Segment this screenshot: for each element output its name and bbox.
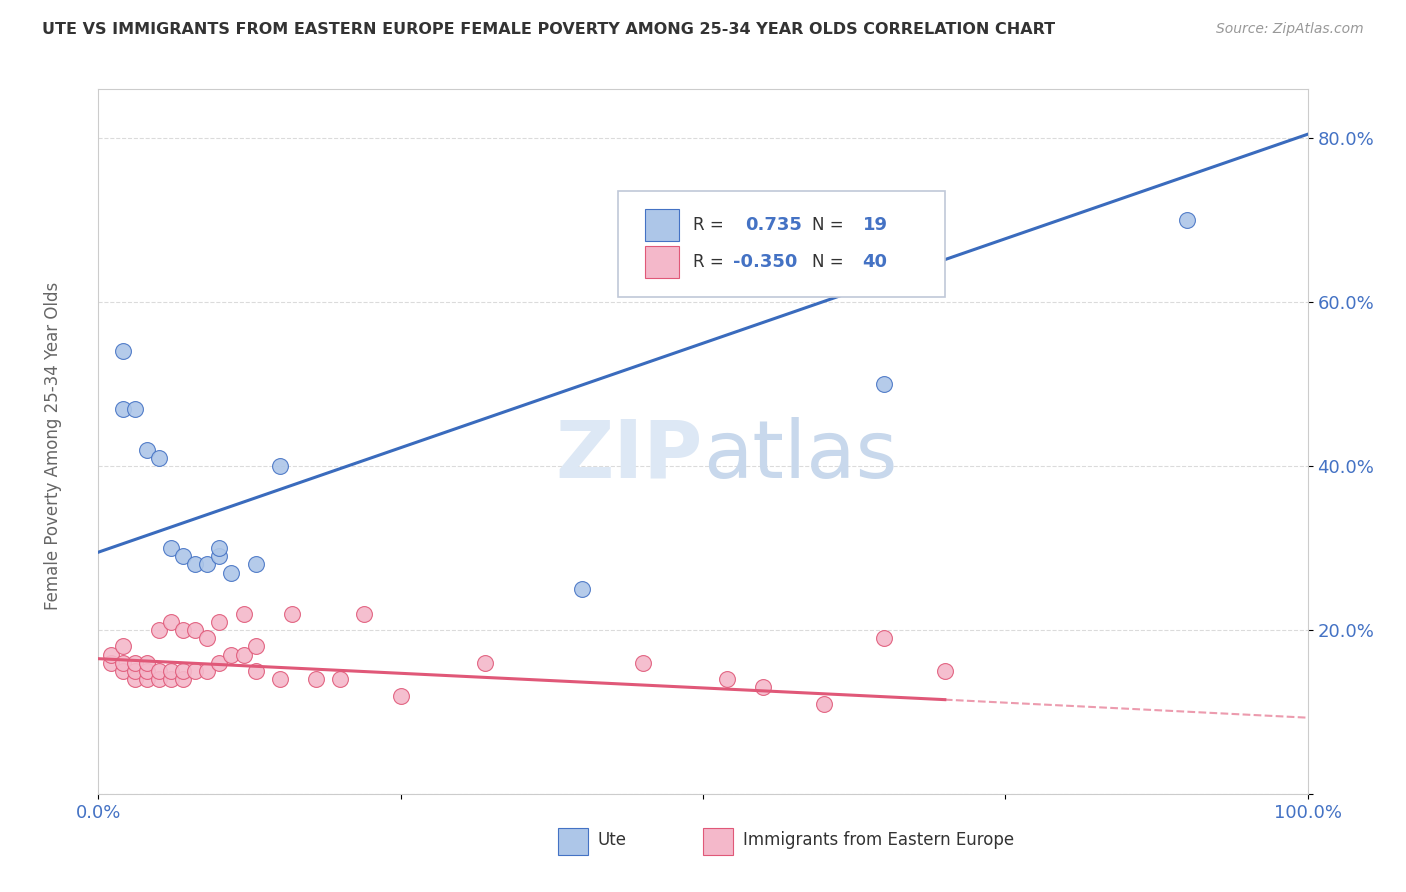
Text: 19: 19 [863, 216, 887, 235]
Point [1175, 213, 1198, 227]
Point [269, 459, 291, 474]
Point [172, 664, 194, 678]
Bar [703, 829, 734, 855]
Text: Ute: Ute [598, 830, 627, 848]
Point [111, 664, 134, 678]
Point [353, 607, 375, 621]
Point [111, 401, 134, 416]
Point [111, 656, 134, 670]
Point [873, 631, 896, 645]
Text: ZIP: ZIP [555, 417, 703, 495]
Point [124, 672, 146, 686]
Point [208, 541, 231, 555]
Point [160, 615, 183, 629]
Point [232, 648, 254, 662]
Point [631, 656, 654, 670]
Point [329, 672, 352, 686]
Point [160, 672, 183, 686]
Point [208, 656, 231, 670]
Point [195, 664, 218, 678]
Point [100, 648, 122, 662]
FancyBboxPatch shape [619, 192, 945, 297]
Point [160, 664, 183, 678]
Point [148, 664, 170, 678]
Text: atlas: atlas [703, 417, 897, 495]
Point [716, 672, 738, 686]
Point [245, 664, 267, 678]
Point [100, 656, 122, 670]
Point [111, 344, 134, 359]
Point [172, 549, 194, 564]
Point [148, 450, 170, 465]
Bar [558, 829, 588, 855]
Point [269, 672, 291, 686]
Point [934, 664, 956, 678]
Point [281, 607, 304, 621]
Point [135, 442, 157, 457]
Point [124, 656, 146, 670]
Point [305, 672, 328, 686]
Text: R =: R = [693, 252, 724, 271]
Text: 40: 40 [863, 252, 887, 271]
Point [752, 681, 775, 695]
Point [184, 623, 207, 637]
Point [135, 664, 157, 678]
Bar [645, 209, 679, 242]
Point [184, 558, 207, 572]
Point [124, 664, 146, 678]
Point [160, 541, 183, 555]
Point [873, 377, 896, 392]
Point [232, 607, 254, 621]
Bar [645, 245, 679, 278]
Point [752, 262, 775, 277]
Point [221, 648, 243, 662]
Point [208, 615, 231, 629]
Point [172, 623, 194, 637]
Point [195, 558, 218, 572]
Point [571, 582, 593, 596]
Text: Source: ZipAtlas.com: Source: ZipAtlas.com [1216, 22, 1364, 37]
Point [813, 697, 835, 711]
Point [135, 672, 157, 686]
Point [124, 401, 146, 416]
Point [148, 623, 170, 637]
Text: -0.350: -0.350 [734, 252, 797, 271]
Point [184, 664, 207, 678]
Text: Female Poverty Among 25-34 Year Olds: Female Poverty Among 25-34 Year Olds [45, 282, 62, 610]
Text: N =: N = [811, 252, 844, 271]
Text: 0.735: 0.735 [745, 216, 803, 235]
Point [221, 566, 243, 580]
Point [135, 656, 157, 670]
Point [245, 640, 267, 654]
Text: UTE VS IMMIGRANTS FROM EASTERN EUROPE FEMALE POVERTY AMONG 25-34 YEAR OLDS CORRE: UTE VS IMMIGRANTS FROM EASTERN EUROPE FE… [42, 22, 1056, 37]
Text: N =: N = [811, 216, 844, 235]
Text: Immigrants from Eastern Europe: Immigrants from Eastern Europe [742, 830, 1014, 848]
Point [208, 549, 231, 564]
Point [148, 672, 170, 686]
Point [111, 640, 134, 654]
Point [716, 262, 738, 277]
Point [245, 558, 267, 572]
Point [172, 672, 194, 686]
Text: R =: R = [693, 216, 724, 235]
Point [474, 656, 496, 670]
Point [389, 689, 412, 703]
Point [195, 631, 218, 645]
